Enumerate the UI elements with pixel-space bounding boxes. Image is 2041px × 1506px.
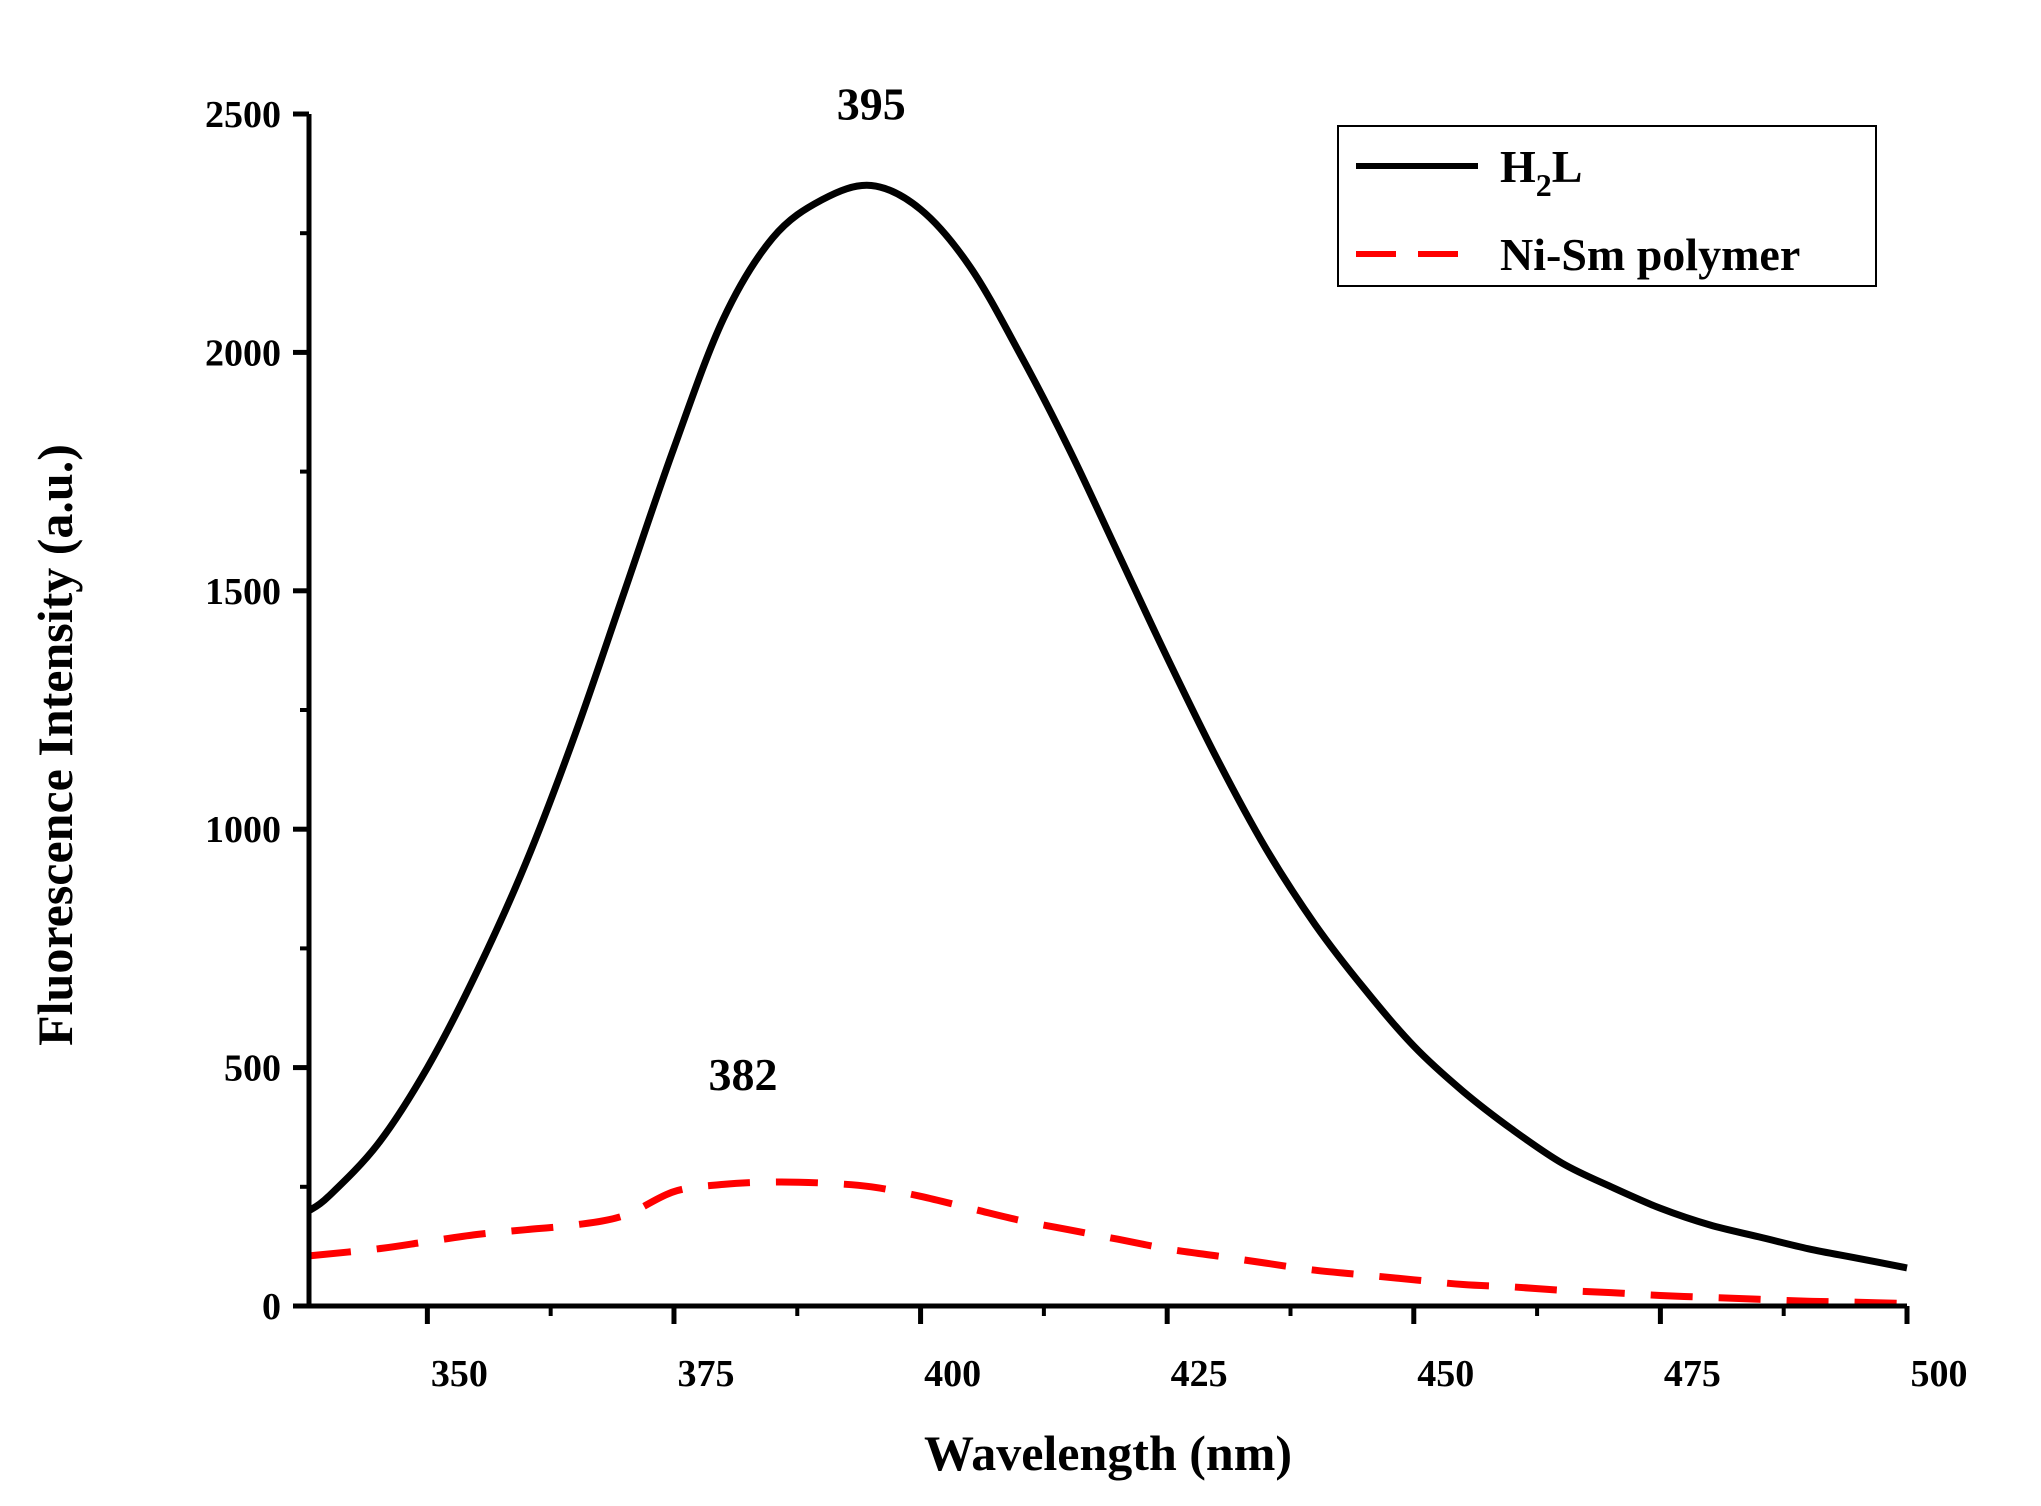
x-tick-label: 350 bbox=[431, 1353, 488, 1395]
x-tick-label: 450 bbox=[1417, 1353, 1474, 1395]
x-tick-label: 500 bbox=[1911, 1353, 1968, 1395]
x-axis-ticks bbox=[424, 1306, 1910, 1324]
y-tick-label: 500 bbox=[224, 1048, 281, 1090]
y-tick-label: 1000 bbox=[205, 809, 281, 851]
legend: H2L Ni-Sm polymer bbox=[1337, 125, 1877, 287]
y-axis-title: Fluorescence Intensity (a.u.) bbox=[27, 444, 83, 1046]
peak-annotations: 395 382 bbox=[709, 79, 906, 1101]
x-axis-title: Wavelength (nm) bbox=[924, 1425, 1292, 1481]
y-axis-ticks bbox=[293, 111, 309, 1309]
x-tick-label: 375 bbox=[677, 1353, 734, 1395]
y-tick-label: 2500 bbox=[205, 94, 281, 136]
y-tick-label: 2000 bbox=[205, 332, 281, 374]
x-tick-label: 400 bbox=[924, 1353, 981, 1395]
x-tick-label: 475 bbox=[1664, 1353, 1721, 1395]
legend-label-h2l: H2L bbox=[1500, 141, 1582, 203]
peak-label: 395 bbox=[837, 79, 906, 130]
y-tick-labels: 0 500 1000 1500 2000 2500 bbox=[205, 94, 281, 1328]
peak-label: 382 bbox=[709, 1049, 778, 1100]
legend-label-ni-sm: Ni-Sm polymer bbox=[1500, 229, 1800, 280]
series-line-ni-sm-polymer bbox=[308, 1178, 1908, 1308]
y-tick-label: 0 bbox=[262, 1286, 281, 1328]
y-tick-label: 1500 bbox=[205, 571, 281, 613]
legend-box bbox=[1337, 125, 1877, 287]
series-layer bbox=[307, 181, 1908, 1308]
x-tick-label: 425 bbox=[1171, 1353, 1228, 1395]
x-tick-labels: 350 375 400 425 450 475 500 bbox=[431, 1353, 1968, 1395]
series-line-h2l bbox=[307, 181, 1908, 1272]
plot-area: 0 500 1000 1500 2000 2500 350 375 400 425 450 475 5… bbox=[205, 79, 1968, 1395]
